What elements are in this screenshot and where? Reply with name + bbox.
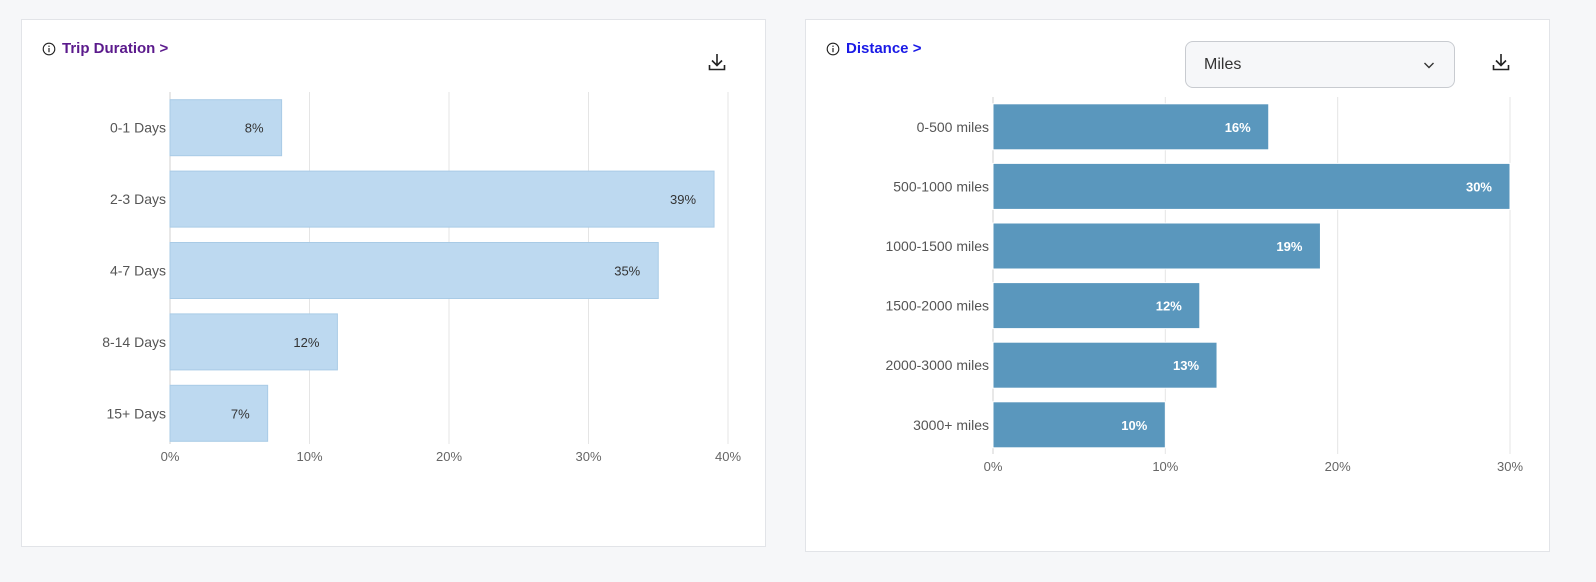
duration-data-label: 39% (670, 192, 696, 207)
trip-duration-chart: 0% 10% 20% 30% 40% 0-1 Days 8% 2-3 Days 39% 4-7 D… (102, 92, 741, 464)
distance-bar[interactable] (992, 222, 1321, 270)
distance-category-label: 500-1000 miles (893, 178, 989, 194)
distance-category-label: 3000+ miles (913, 417, 989, 433)
unit-select-value: Miles (1204, 55, 1242, 73)
distance-card: Distance > Miles 0% 10% 20% 30% 0-500 miles 1… (805, 19, 1550, 552)
duration-data-label: 8% (245, 121, 264, 136)
distance-x-tick-label: 20% (1325, 459, 1351, 474)
trip-duration-card: Trip Duration > 0% 10% 20% 30% 40% 0-1 Days 8%… (21, 19, 766, 547)
duration-x-tick-label: 20% (436, 449, 462, 464)
distance-bar[interactable] (992, 162, 1511, 210)
distance-category-label: 2000-3000 miles (885, 357, 989, 373)
distance-x-tick-label: 10% (1152, 459, 1178, 474)
distance-category-label: 1000-1500 miles (885, 238, 989, 254)
trip-duration-title[interactable]: Trip Duration > (62, 40, 169, 57)
distance-bar[interactable] (992, 103, 1270, 151)
distance-bar[interactable] (992, 282, 1201, 330)
distance-x-tick-label: 30% (1497, 459, 1523, 474)
duration-data-label: 12% (293, 335, 319, 350)
duration-category-label: 8-14 Days (102, 334, 166, 350)
duration-category-label: 15+ Days (106, 405, 166, 421)
duration-x-tick-label: 30% (575, 449, 601, 464)
distance-data-label: 12% (1156, 299, 1182, 314)
distance-category-label: 0-500 miles (917, 119, 989, 135)
chevron-down-icon (1424, 62, 1434, 68)
duration-x-tick-label: 0% (161, 449, 180, 464)
info-icon[interactable] (42, 42, 56, 56)
duration-category-label: 4-7 Days (110, 263, 166, 279)
duration-bar[interactable] (169, 170, 715, 228)
distance-category-label: 1500-2000 miles (885, 298, 989, 314)
duration-bar[interactable] (169, 99, 283, 157)
duration-bar[interactable] (169, 384, 269, 442)
duration-category-label: 2-3 Days (110, 191, 166, 207)
duration-data-label: 7% (231, 406, 250, 421)
duration-bar[interactable] (169, 242, 659, 299)
duration-data-label: 35% (614, 264, 640, 279)
download-icon[interactable] (705, 50, 729, 74)
distance-data-label: 13% (1173, 358, 1199, 373)
distance-data-label: 30% (1466, 179, 1492, 194)
trip-duration-title-link[interactable]: Trip Duration > (42, 40, 168, 57)
duration-x-tick-label: 10% (296, 449, 322, 464)
duration-category-label: 0-1 Days (110, 120, 166, 136)
distance-data-label: 10% (1121, 418, 1147, 433)
distance-title[interactable]: Distance > (846, 40, 922, 57)
duration-bar[interactable] (169, 313, 338, 371)
distance-chart: 0% 10% 20% 30% 0-500 miles 16% 500-1000 miles 3… (885, 97, 1523, 474)
distance-x-tick-label: 0% (984, 459, 1003, 474)
distance-bar[interactable] (992, 341, 1218, 389)
distance-data-label: 16% (1225, 120, 1251, 135)
distance-data-label: 19% (1276, 239, 1302, 254)
duration-x-tick-label: 40% (715, 449, 741, 464)
download-icon[interactable] (1489, 50, 1513, 74)
distance-unit-select[interactable]: Miles (1185, 41, 1455, 88)
distance-title-link[interactable]: Distance > (826, 40, 921, 57)
distance-bar[interactable] (992, 401, 1166, 449)
info-icon[interactable] (826, 42, 840, 56)
